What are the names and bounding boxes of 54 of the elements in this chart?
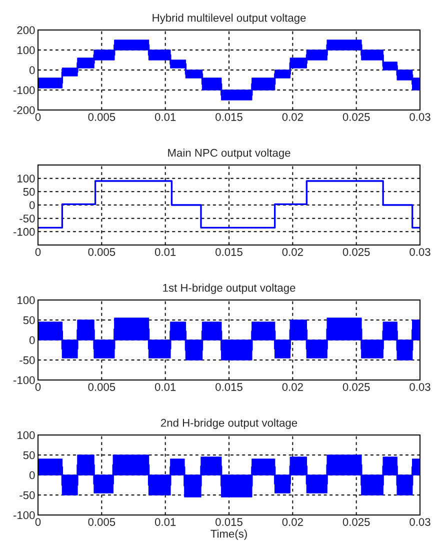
chart-title: Hybrid multilevel output voltage xyxy=(152,14,306,24)
x-tick-label: 0 xyxy=(35,518,41,526)
x-tick-label: 0.005 xyxy=(88,383,116,391)
x-tick-label: 0.025 xyxy=(342,113,370,121)
y-tick-label: 200 xyxy=(17,26,35,34)
y-tick-label: -100 xyxy=(13,376,35,384)
y-tick-label: 0 xyxy=(29,336,35,344)
y-tick-label: 100 xyxy=(18,174,35,182)
x-tick-label: 0.025 xyxy=(342,248,370,256)
chart-title: Main NPC output voltage xyxy=(168,148,290,159)
x-tick-label: 0.005 xyxy=(88,518,116,526)
x-tick-label: 0.01 xyxy=(154,383,176,391)
x-tick-label: 0.03 xyxy=(410,518,430,526)
x-tick-label: 0.015 xyxy=(216,248,242,256)
x-tick-label: 0.015 xyxy=(216,383,242,391)
x-tick-label: 0.01 xyxy=(154,248,176,256)
line-series xyxy=(38,180,420,228)
y-tick-label: -100 xyxy=(13,86,35,94)
x-tick-label: 0.02 xyxy=(282,383,303,391)
y-tick-label: -100 xyxy=(13,511,35,520)
x-tick-label: 0.025 xyxy=(342,383,370,391)
y-tick-label: 50 xyxy=(23,316,35,324)
x-tick-label: 0.02 xyxy=(282,113,303,121)
x-tick-label: 0.02 xyxy=(282,518,303,526)
x-tick-label: 0.03 xyxy=(410,383,430,391)
x-tick-label: 0 xyxy=(35,383,41,391)
chart-title: 1st H-bridge output voltage xyxy=(163,284,296,294)
x-tick-label: 0.03 xyxy=(410,113,430,121)
x-tick-label: 0.01 xyxy=(154,113,176,121)
y-tick-label: -50 xyxy=(20,356,35,364)
y-tick-label: 100 xyxy=(18,431,35,440)
y-tick-label: 0 xyxy=(29,201,35,210)
x-tick-label: 0 xyxy=(35,113,41,121)
y-tick-label: -50 xyxy=(20,491,35,500)
x-tick-label: 0.02 xyxy=(282,248,303,256)
x-tick-label: 0.015 xyxy=(216,518,242,526)
x-axis-title: Time(s) xyxy=(210,530,247,540)
y-tick-label: 0 xyxy=(29,471,35,480)
x-tick-label: 0.005 xyxy=(88,248,116,256)
chart-title: 2nd H-bridge output voltage xyxy=(161,418,298,429)
y-tick-label: 0 xyxy=(29,66,35,74)
y-tick-label: -50 xyxy=(20,214,35,222)
y-tick-label: -100 xyxy=(13,228,35,236)
x-tick-label: 0.03 xyxy=(410,248,430,256)
x-tick-label: 0.01 xyxy=(154,518,176,526)
y-tick-label: 50 xyxy=(23,451,35,460)
x-tick-label: 0 xyxy=(35,248,41,256)
y-tick-label: 100 xyxy=(18,296,35,304)
y-tick-label: 50 xyxy=(23,188,35,196)
x-tick-label: 0.025 xyxy=(342,518,370,526)
x-tick-label: 0.015 xyxy=(216,113,242,121)
x-tick-label: 0.005 xyxy=(88,113,116,121)
y-tick-label: 100 xyxy=(18,46,35,54)
y-tick-label: -200 xyxy=(13,106,35,114)
